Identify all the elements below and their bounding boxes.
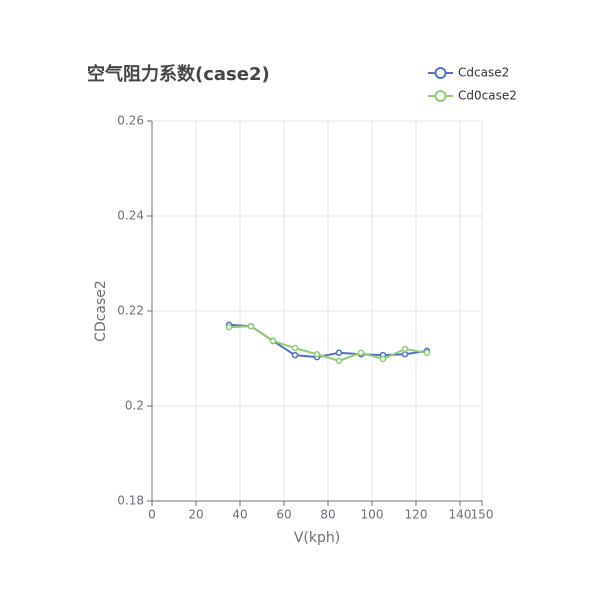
x-tick-label: 0: [148, 508, 156, 522]
data-point: [357, 349, 365, 357]
y-tick-label: 0.2: [125, 399, 144, 413]
y-axis-label: CDcase2: [93, 280, 109, 342]
data-point: [225, 323, 233, 331]
y-tick-label: 0.24: [117, 209, 144, 223]
data-point: [291, 351, 299, 359]
data-point: [401, 345, 409, 353]
x-tick-label: 150: [471, 508, 494, 522]
x-axis-label: V(kph): [294, 530, 340, 546]
data-point: [335, 349, 343, 357]
y-tick-label: 0.22: [117, 304, 144, 318]
data-point: [401, 350, 409, 358]
data-point: [335, 357, 343, 365]
legend-label: Cd0case2: [458, 89, 517, 103]
legend-marker: [434, 90, 447, 102]
chart-title: 空气阻力系数(case2): [87, 63, 270, 85]
x-tick-label: 120: [405, 508, 428, 522]
data-point: [247, 322, 255, 330]
x-tick-label: 60: [276, 508, 291, 522]
x-tick-label: 40: [232, 508, 247, 522]
data-point: [291, 344, 299, 352]
legend-label: Cdcase2: [458, 66, 509, 80]
y-tick-label: 0.26: [117, 114, 144, 128]
series-line: [228, 325, 428, 362]
x-tick-label: 80: [320, 508, 335, 522]
legend-marker: [434, 67, 447, 79]
data-point: [423, 349, 431, 357]
x-tick-label: 140: [449, 508, 472, 522]
data-point: [313, 350, 321, 358]
y-tick-label: 0.18: [117, 494, 144, 508]
x-tick-label: 20: [188, 508, 203, 522]
data-point: [379, 355, 387, 363]
x-tick-label: 100: [361, 508, 384, 522]
data-point: [269, 337, 277, 345]
